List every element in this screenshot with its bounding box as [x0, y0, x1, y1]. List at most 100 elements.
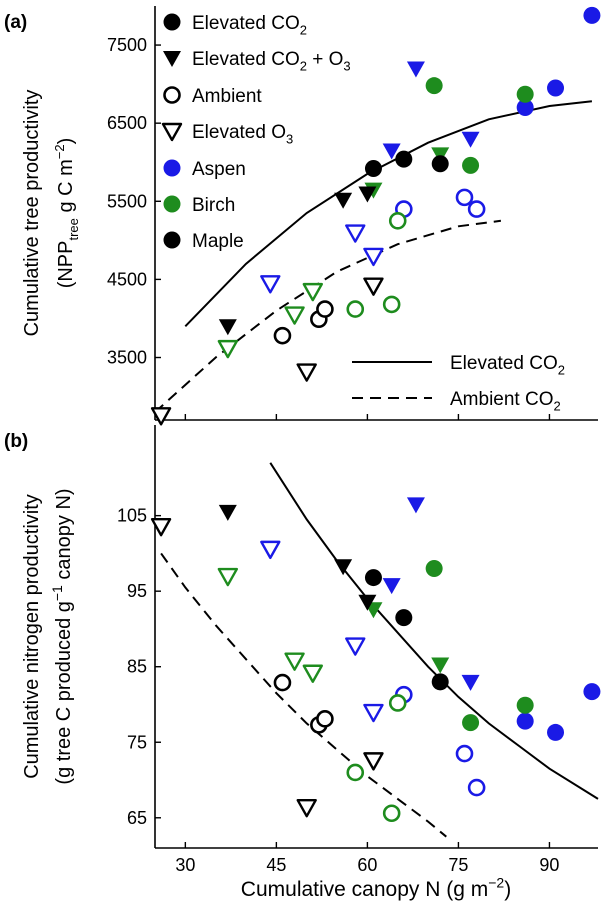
data-point-maple [273, 326, 292, 345]
curve-ambient-co2 [154, 219, 502, 413]
legend-label: Ambient CO2 [450, 389, 561, 414]
legend-marker [163, 86, 181, 104]
data-point-maple [273, 673, 292, 692]
panel-label: (b) [4, 431, 28, 452]
legend-species: Aspen Birch Maple [163, 159, 246, 252]
text-part: 3 [286, 132, 293, 147]
y-axis-label: Cumulative tree productivity [21, 90, 43, 337]
legend-marker-aspen [163, 159, 181, 177]
text-part: 2 [300, 23, 307, 38]
panel-a: 3500 4500 5500 6500 7500 (a) Cumulative tree p… [4, 6, 601, 426]
data-point-birch [284, 652, 305, 671]
text-part: Cumulative canopy N (g m [241, 878, 488, 901]
legend-label: Elevated CO2 + O3 [192, 49, 351, 74]
text-part: −2 [52, 144, 67, 159]
data-point-aspen [260, 275, 281, 294]
data-point-aspen [382, 578, 401, 595]
data-point-aspen [260, 540, 281, 560]
text-part: −2 [488, 875, 504, 891]
y-tick-label: 75 [127, 732, 147, 752]
data-point-birch [302, 282, 323, 302]
data-point-birch [431, 657, 450, 674]
data-point-aspen [345, 224, 366, 243]
data-point-aspen [547, 723, 565, 741]
data-point-aspen [516, 99, 534, 117]
data-point-birch [346, 300, 365, 318]
y-axis-label: Cumulative nitrogen productivity [21, 494, 43, 779]
legend-label: Elevated CO2 [450, 353, 565, 378]
data-point-aspen [406, 61, 425, 78]
legend-marker [163, 13, 181, 31]
text-part: Ambient [192, 86, 262, 107]
data-point-aspen [461, 674, 480, 691]
curve-elevated-co2 [269, 462, 599, 800]
data-point-birch [388, 212, 407, 230]
y-tick-label: 85 [127, 657, 147, 677]
data-point-aspen [455, 188, 474, 207]
legend-marker [163, 51, 181, 67]
data-point-maple [395, 609, 413, 627]
data-point-maple [150, 518, 172, 537]
text-part: ) [504, 878, 511, 901]
text-part: Elevated CO [192, 13, 300, 34]
legend-label: Maple [192, 231, 244, 252]
data-point-aspen [467, 778, 486, 797]
data-point-maple [358, 186, 377, 203]
legend-marker-birch [163, 195, 181, 213]
data-point-maple [363, 752, 384, 771]
data-point-birch [217, 339, 239, 359]
text-part: tree [66, 218, 81, 240]
text-part: 3 [343, 59, 350, 74]
data-point-birch [425, 77, 443, 95]
data-point-maple [218, 319, 237, 336]
data-point-birch [462, 156, 480, 174]
data-point-birch [346, 763, 365, 782]
data-point-birch [382, 804, 401, 823]
data-point-maple [296, 363, 317, 382]
text-part: canopy N) [53, 488, 75, 585]
data-point-maple [296, 799, 317, 818]
data-point-birch [516, 696, 534, 714]
data-point-birch [302, 664, 323, 683]
y-tick-label: 3500 [107, 348, 147, 368]
y-tick-label: 5500 [107, 191, 147, 211]
data-point-birch [217, 567, 239, 587]
data-point-maple [358, 594, 377, 611]
y-tick-label: 65 [127, 808, 147, 828]
x-axis-label: Cumulative canopy N (g m−2) [241, 875, 511, 901]
data-point-maple [431, 155, 449, 173]
data-point-birch [284, 306, 305, 325]
data-point-maple [334, 559, 353, 576]
data-point-aspen [406, 497, 425, 514]
data-point-aspen [467, 200, 486, 218]
text-part: 2 [300, 59, 307, 74]
data-point-aspen [516, 712, 534, 730]
text-part: Elevated CO [450, 353, 558, 374]
legend-marker [161, 122, 183, 142]
data-point-aspen [363, 703, 384, 723]
text-part: 2 [553, 399, 560, 414]
x-tick-label: 75 [448, 855, 468, 875]
y-tick-label: 7500 [107, 35, 147, 55]
legend-label: Elevated O3 [192, 122, 293, 147]
x-tick-label: 45 [266, 855, 286, 875]
legend-label: Ambient [192, 86, 262, 107]
y-tick-label: 4500 [107, 269, 147, 289]
data-point-maple [395, 150, 413, 168]
panel-b: 65 75 85 95 105 30 45 60 75 90 (b) Cumulative nitro… [4, 425, 601, 875]
data-point-maple [316, 710, 334, 728]
text-part: Elevated CO [192, 49, 300, 70]
y-tick-label: 95 [127, 581, 147, 601]
data-point-maple [431, 673, 449, 691]
data-point-maple [150, 407, 172, 426]
text-part: ) [55, 138, 77, 145]
text-part: 2 [558, 363, 565, 378]
data-point-aspen [363, 247, 384, 267]
text-part: Ambient CO [450, 389, 553, 410]
data-point-maple [363, 277, 384, 296]
text-part: + O [307, 49, 343, 70]
data-point-birch [516, 85, 534, 103]
x-tick-label: 90 [539, 855, 559, 875]
